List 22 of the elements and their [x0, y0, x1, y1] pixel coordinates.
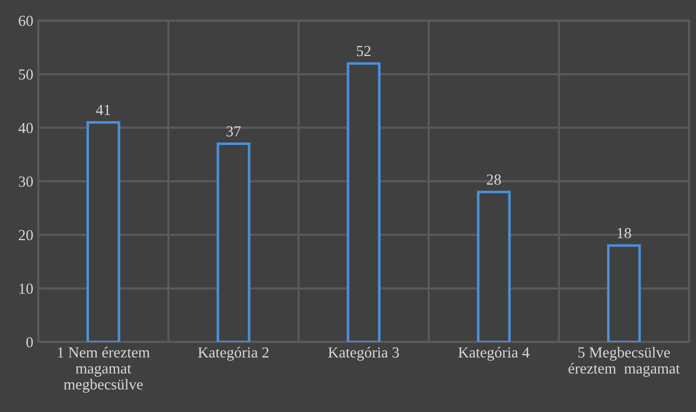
x-tick-label: 1 Nem éreztem magamat megbecsülve	[58, 346, 150, 393]
y-tick-label: 10	[19, 284, 33, 294]
data-label: 28	[486, 174, 501, 185]
data-label: 18	[618, 228, 632, 238]
x-tick-label: Kategória 3	[328, 346, 399, 361]
y-tick-label: 30	[18, 176, 33, 187]
y-tick-label: 20	[18, 230, 33, 240]
bar	[216, 142, 250, 342]
y-tick-label: 0	[26, 337, 33, 348]
x-tick-label: 5 Megbecsülve éreztem magamat	[568, 346, 680, 377]
y-tick-label: 60	[18, 16, 33, 26]
data-label: 52	[356, 46, 370, 56]
bar	[346, 62, 381, 342]
bar	[607, 244, 641, 342]
bar	[86, 121, 120, 342]
data-label: 41	[96, 104, 110, 115]
x-tick-label: Kategória 4	[458, 346, 530, 361]
x-tick-label: Kategória 2	[198, 346, 269, 361]
y-tick-label: 50	[19, 69, 33, 80]
bar	[476, 190, 511, 342]
data-label: 37	[226, 126, 241, 137]
y-tick-label: 40	[18, 122, 33, 134]
